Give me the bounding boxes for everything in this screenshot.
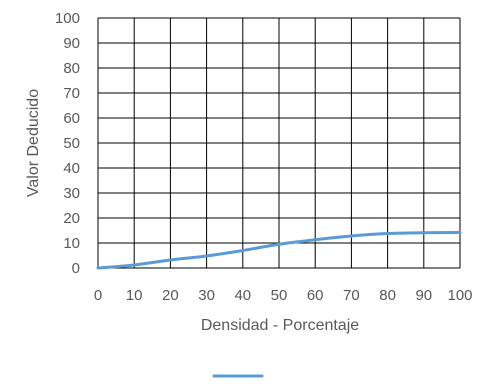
y-tick-label: 70 [63,85,80,102]
y-tick-label: 20 [63,210,80,227]
y-tick-label: 0 [72,260,80,277]
x-tick-label: 20 [162,287,179,304]
x-tick-label: 0 [94,287,102,304]
grid-layer [98,18,460,268]
x-axis-title: Densidad - Porcentaje [201,317,359,334]
x-tick-label: 80 [379,287,396,304]
x-tick-label: 40 [234,287,251,304]
y-axis-title: Valor Deducido [25,89,42,197]
x-tick-label: 90 [415,287,432,304]
x-tick-label: 100 [447,287,472,304]
y-tick-label: 80 [63,60,80,77]
y-tick-label: 90 [63,35,80,52]
y-tick-label: 60 [63,110,80,127]
x-tick-label: 50 [271,287,288,304]
x-tick-label: 60 [307,287,324,304]
y-tick-label: 40 [63,160,80,177]
y-tick-label: 10 [63,235,80,252]
y-tick-label: 30 [63,185,80,202]
x-axis-ticks: 0 10 20 30 40 50 60 70 80 90 100 [94,287,473,304]
x-tick-label: 70 [343,287,360,304]
y-axis-ticks: 0 10 20 30 40 50 60 70 80 90 100 [55,10,80,277]
y-tick-label: 100 [55,10,80,27]
y-tick-label: 50 [63,135,80,152]
x-tick-label: 30 [198,287,215,304]
x-tick-label: 10 [126,287,143,304]
